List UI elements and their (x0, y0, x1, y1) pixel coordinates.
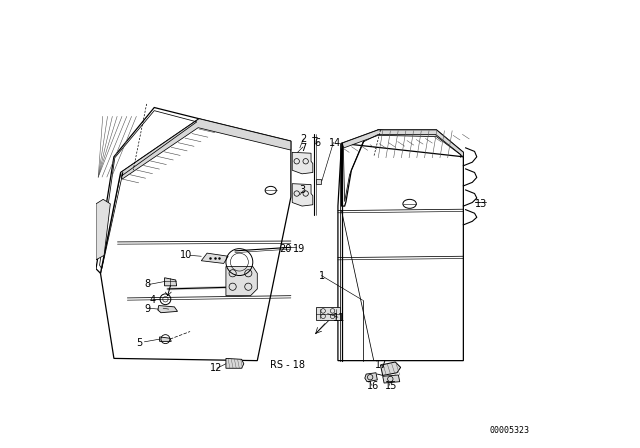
Polygon shape (100, 119, 291, 361)
Text: 14: 14 (329, 138, 341, 148)
Polygon shape (365, 373, 378, 382)
Text: 4: 4 (150, 295, 156, 305)
Text: RS - 18: RS - 18 (270, 360, 305, 370)
Polygon shape (380, 362, 401, 375)
Text: 16: 16 (367, 381, 380, 391)
Polygon shape (158, 306, 177, 313)
Text: 17: 17 (375, 360, 387, 370)
Ellipse shape (265, 186, 276, 194)
Ellipse shape (403, 199, 416, 208)
Text: 19: 19 (293, 244, 305, 254)
Text: 7: 7 (300, 143, 306, 153)
Polygon shape (120, 119, 291, 179)
Text: 5: 5 (136, 338, 143, 348)
Polygon shape (164, 278, 177, 286)
Text: 12: 12 (210, 363, 223, 373)
Polygon shape (316, 179, 321, 184)
Polygon shape (96, 199, 110, 260)
Polygon shape (292, 184, 313, 206)
Text: 8: 8 (145, 280, 150, 289)
Text: 1: 1 (319, 271, 325, 280)
Polygon shape (96, 108, 199, 273)
Text: 6: 6 (315, 138, 321, 148)
Polygon shape (342, 130, 463, 206)
Text: 15: 15 (385, 381, 397, 391)
Text: 2: 2 (300, 134, 306, 144)
Polygon shape (316, 307, 340, 320)
Text: 20: 20 (279, 244, 291, 254)
Polygon shape (338, 130, 463, 361)
Polygon shape (342, 130, 463, 157)
Text: 10: 10 (180, 250, 193, 260)
Polygon shape (201, 253, 228, 263)
Polygon shape (383, 375, 400, 383)
Text: 11: 11 (333, 313, 346, 323)
Text: 13: 13 (474, 199, 487, 209)
Text: 3: 3 (299, 185, 305, 195)
Text: 00005323: 00005323 (490, 426, 530, 435)
Polygon shape (159, 337, 172, 341)
Polygon shape (226, 267, 257, 296)
Polygon shape (226, 358, 244, 368)
Text: 9: 9 (145, 304, 150, 314)
Polygon shape (292, 152, 313, 174)
